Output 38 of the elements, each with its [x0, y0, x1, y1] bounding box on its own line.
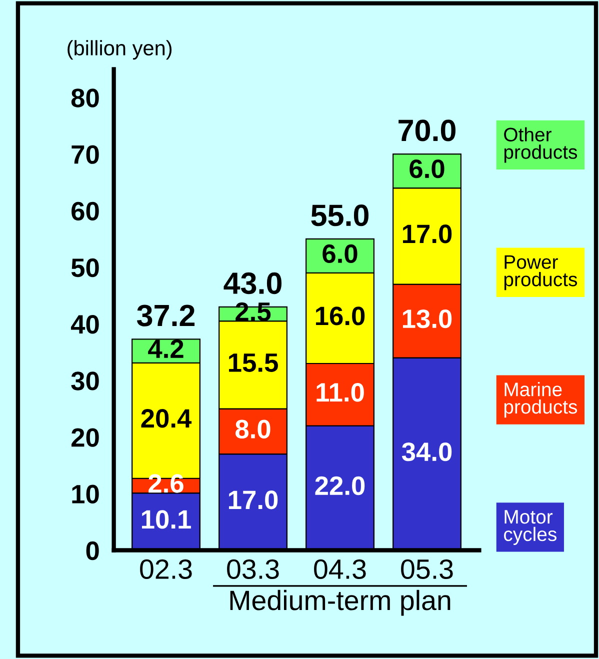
data-label: 16.0: [316, 306, 365, 326]
x-tick-label: 04.3: [314, 559, 366, 579]
y-tick-label: 10: [72, 484, 99, 504]
y-tick-label: 50: [71, 258, 99, 278]
total-label: 55.0: [311, 204, 368, 226]
data-label: 8.0: [236, 420, 270, 438]
data-label: 6.0: [410, 159, 444, 178]
y-axis-title: (billion yen): [68, 40, 172, 60]
data-label: 4.2: [148, 339, 184, 358]
y-tick-label: 40: [70, 315, 99, 334]
y-tick-label: 0: [86, 541, 99, 560]
y-tick-label: 20: [71, 428, 99, 447]
data-label: 2.6: [148, 474, 184, 493]
y-tick-label: 60: [72, 202, 99, 221]
data-label: 17.0: [402, 224, 452, 244]
data-label: 13.0: [402, 309, 452, 328]
y-tick-label: 30: [71, 372, 99, 390]
x-tick-label: 05.3: [401, 559, 453, 579]
data-label: 22.0: [315, 476, 365, 496]
y-tick-label: 80: [71, 88, 99, 108]
data-label: 34.0: [402, 442, 452, 462]
data-label: 15.5: [228, 354, 278, 372]
y-tick-label: 70: [72, 145, 99, 164]
total-label: 37.2: [136, 304, 195, 326]
data-label: 20.4: [141, 409, 192, 428]
text: Marine products: [504, 382, 578, 418]
text: Motor cycles: [504, 510, 556, 545]
text: Medium-term plan: [230, 590, 450, 616]
total-label: 70.0: [398, 120, 456, 142]
text: Other products: [504, 127, 578, 163]
x-tick-label: 03.3: [227, 559, 279, 579]
data-label: 10.1: [142, 510, 191, 529]
x-tick-label: 02.3: [140, 559, 192, 579]
total-label: 43.0: [224, 272, 282, 294]
data-label: 6.0: [322, 244, 358, 264]
text: Power products: [504, 255, 578, 290]
data-label: 17.0: [228, 490, 278, 510]
data-label: 11.0: [316, 383, 364, 402]
